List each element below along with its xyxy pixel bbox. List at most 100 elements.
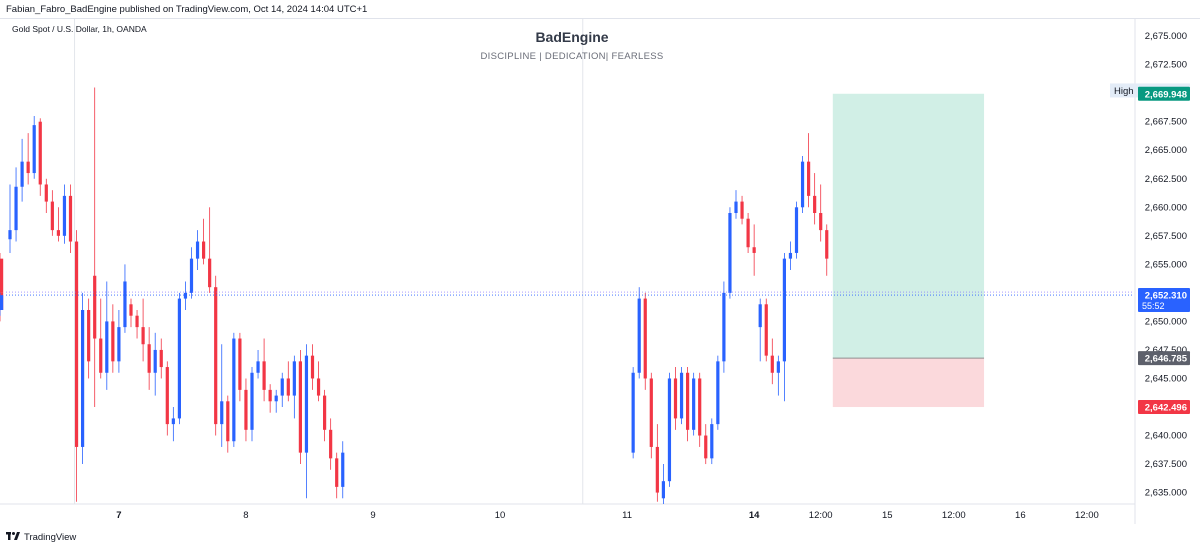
candle bbox=[62, 184, 67, 244]
candle-body bbox=[692, 378, 696, 430]
candle-body bbox=[111, 321, 115, 362]
candle-body bbox=[8, 230, 12, 240]
candle-body bbox=[686, 372, 690, 430]
candle bbox=[752, 224, 756, 276]
candle bbox=[310, 344, 315, 390]
candle-body bbox=[123, 281, 127, 328]
candle bbox=[20, 138, 24, 202]
candle bbox=[637, 287, 641, 379]
candle-body bbox=[250, 372, 254, 430]
candle bbox=[679, 367, 684, 425]
candle bbox=[274, 389, 278, 413]
candle bbox=[123, 264, 127, 333]
high-label: High bbox=[1114, 86, 1134, 97]
candle-body bbox=[728, 213, 732, 293]
candle bbox=[710, 418, 714, 465]
candle bbox=[649, 372, 653, 459]
candle-body bbox=[81, 310, 85, 447]
candle bbox=[304, 344, 309, 499]
y-tick-label: 2,672.500 bbox=[1145, 60, 1187, 71]
take-profit-badge-bg bbox=[1138, 86, 1190, 101]
candle-body bbox=[256, 361, 260, 373]
candle-body bbox=[679, 372, 684, 419]
stop-loss-badge: 2,642.496 bbox=[1145, 403, 1187, 414]
candle-body bbox=[93, 275, 97, 339]
publisher-bar: Fabian_Fabro_BadEngine published on Trad… bbox=[0, 0, 1200, 20]
candle bbox=[0, 292, 4, 316]
candle bbox=[268, 384, 272, 413]
candle-body bbox=[649, 378, 653, 447]
candle-body bbox=[673, 378, 678, 419]
candle-body bbox=[794, 207, 799, 253]
candle-body bbox=[667, 378, 672, 482]
candle-body bbox=[734, 201, 738, 213]
candle bbox=[316, 361, 321, 402]
candle-body bbox=[788, 252, 793, 259]
candle bbox=[111, 304, 115, 373]
candle bbox=[44, 178, 48, 213]
candle-body bbox=[232, 338, 236, 442]
candle bbox=[764, 298, 768, 362]
candle bbox=[159, 338, 163, 379]
candle-body bbox=[62, 195, 67, 236]
candle-body bbox=[165, 367, 169, 425]
y-tick-label: 2,655.000 bbox=[1145, 259, 1187, 270]
chart-canvas[interactable]: 2,635.0002,637.5002,640.0002,642.5002,64… bbox=[0, 19, 1200, 525]
x-tick-label: 12:00 bbox=[942, 510, 966, 521]
candle bbox=[692, 372, 696, 436]
candle bbox=[189, 247, 194, 299]
candle bbox=[105, 281, 109, 390]
candle-body bbox=[752, 247, 756, 253]
candle bbox=[202, 218, 206, 265]
candle-body bbox=[147, 344, 151, 373]
candle bbox=[716, 355, 720, 430]
candle-body bbox=[159, 349, 163, 368]
candle-body bbox=[698, 378, 702, 436]
x-tick-label: 7 bbox=[116, 510, 121, 521]
candle-body bbox=[135, 315, 139, 328]
candle bbox=[341, 441, 345, 499]
footer: TradingView bbox=[0, 527, 1200, 548]
candle-body bbox=[704, 435, 708, 459]
y-tick-label: 2,662.500 bbox=[1145, 174, 1187, 185]
candle-body bbox=[335, 458, 339, 487]
candle-body bbox=[740, 201, 744, 219]
watermark-subtitle: DISCIPLINE | DEDICATION| FEARLESS bbox=[480, 51, 664, 62]
candle-body bbox=[129, 304, 133, 316]
profit-zone[interactable] bbox=[832, 93, 985, 359]
candle-body bbox=[825, 230, 829, 259]
candle-body bbox=[262, 361, 266, 390]
candle-body bbox=[202, 241, 206, 259]
candle-body bbox=[298, 361, 302, 453]
y-tick-label: 2,660.000 bbox=[1145, 202, 1187, 213]
candle-body bbox=[153, 349, 157, 373]
candle-body bbox=[38, 121, 42, 185]
candle-body bbox=[208, 258, 212, 288]
x-tick-label: 12:00 bbox=[1075, 510, 1099, 521]
x-tick-label: 16 bbox=[1015, 510, 1026, 521]
y-tick-label: 2,637.500 bbox=[1145, 459, 1187, 470]
candle-body bbox=[758, 304, 762, 328]
chart-frame[interactable]: 2,635.0002,637.5002,640.0002,642.5002,64… bbox=[0, 19, 1200, 525]
stop-loss-badge-bg bbox=[1138, 400, 1190, 415]
candle-body bbox=[56, 230, 60, 236]
candle-body bbox=[280, 378, 284, 396]
candle bbox=[0, 252, 4, 305]
candle bbox=[335, 452, 339, 499]
candle-body bbox=[310, 355, 315, 379]
last-price-badge: 2,652.310 bbox=[1145, 291, 1187, 302]
y-tick-label: 2,645.000 bbox=[1145, 373, 1187, 384]
x-tick-label: 9 bbox=[370, 510, 375, 521]
candle-body bbox=[770, 355, 774, 373]
candle bbox=[93, 87, 97, 407]
candle-body bbox=[341, 452, 345, 487]
candle bbox=[177, 292, 181, 425]
candle bbox=[807, 133, 811, 208]
candle bbox=[740, 195, 744, 225]
candle bbox=[244, 378, 248, 442]
candle bbox=[728, 207, 732, 299]
candle bbox=[117, 310, 121, 373]
loss-zone[interactable] bbox=[832, 358, 985, 408]
candle-body bbox=[268, 389, 272, 402]
candle bbox=[631, 367, 635, 459]
